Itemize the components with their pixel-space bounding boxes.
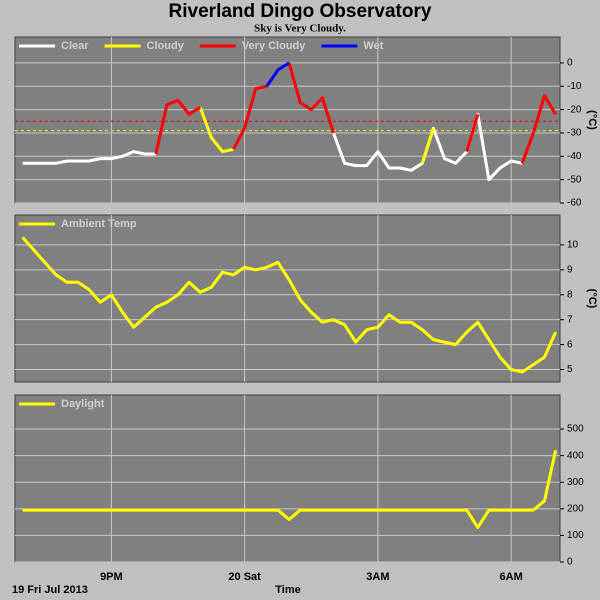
y-tick-label: -10 xyxy=(567,81,582,92)
y-tick-label: 300 xyxy=(567,477,584,488)
series-line xyxy=(265,61,290,88)
series-line xyxy=(198,106,435,164)
y-tick-label: 0 xyxy=(567,58,573,69)
series-line xyxy=(154,62,557,164)
y-tick-label: 200 xyxy=(567,503,584,514)
y-tick-label: 8 xyxy=(567,289,573,300)
y-axis-label: (°C) xyxy=(586,110,598,130)
y-tick-label: 0 xyxy=(567,557,573,568)
y-tick-label: 7 xyxy=(567,314,573,325)
y-tick-label: 500 xyxy=(567,424,584,435)
y-axis-label: (°C) xyxy=(586,289,598,309)
y-tick-label: 9 xyxy=(567,264,573,275)
series-line xyxy=(21,236,557,374)
x-axis-label: Time xyxy=(275,584,300,596)
y-tick-label: -60 xyxy=(567,198,582,209)
y-tick-label: 10 xyxy=(567,240,579,251)
y-tick-label: 5 xyxy=(567,364,573,375)
x-tick-label: 6AM xyxy=(500,571,523,583)
legend-label: Daylight xyxy=(61,398,105,410)
legend-label: Ambient Temp xyxy=(61,218,137,230)
page-subtitle: Sky is Very Cloudy. xyxy=(254,23,346,35)
page-title: Riverland Dingo Observatory xyxy=(169,1,432,22)
plot-area xyxy=(14,394,561,563)
y-tick-label: 6 xyxy=(567,339,573,350)
legend-label: Very Cloudy xyxy=(242,40,306,52)
y-tick-label: -40 xyxy=(567,151,582,162)
x-tick-label: 20 Sat xyxy=(228,571,261,583)
y-tick-label: 400 xyxy=(567,450,584,461)
y-tick-label: -20 xyxy=(567,104,582,115)
legend-label: Wet xyxy=(363,40,383,52)
y-tick-label: -30 xyxy=(567,128,582,139)
x-tick-label: 9PM xyxy=(100,571,123,583)
series-line xyxy=(22,449,558,529)
legend-label: Cloudy xyxy=(147,40,185,52)
y-tick-label: 100 xyxy=(567,530,584,541)
x-tick-label: 3AM xyxy=(366,571,389,583)
date-label: 19 Fri Jul 2013 xyxy=(12,584,88,596)
y-tick-label: -50 xyxy=(567,174,582,185)
legend-label: Clear xyxy=(61,40,89,52)
